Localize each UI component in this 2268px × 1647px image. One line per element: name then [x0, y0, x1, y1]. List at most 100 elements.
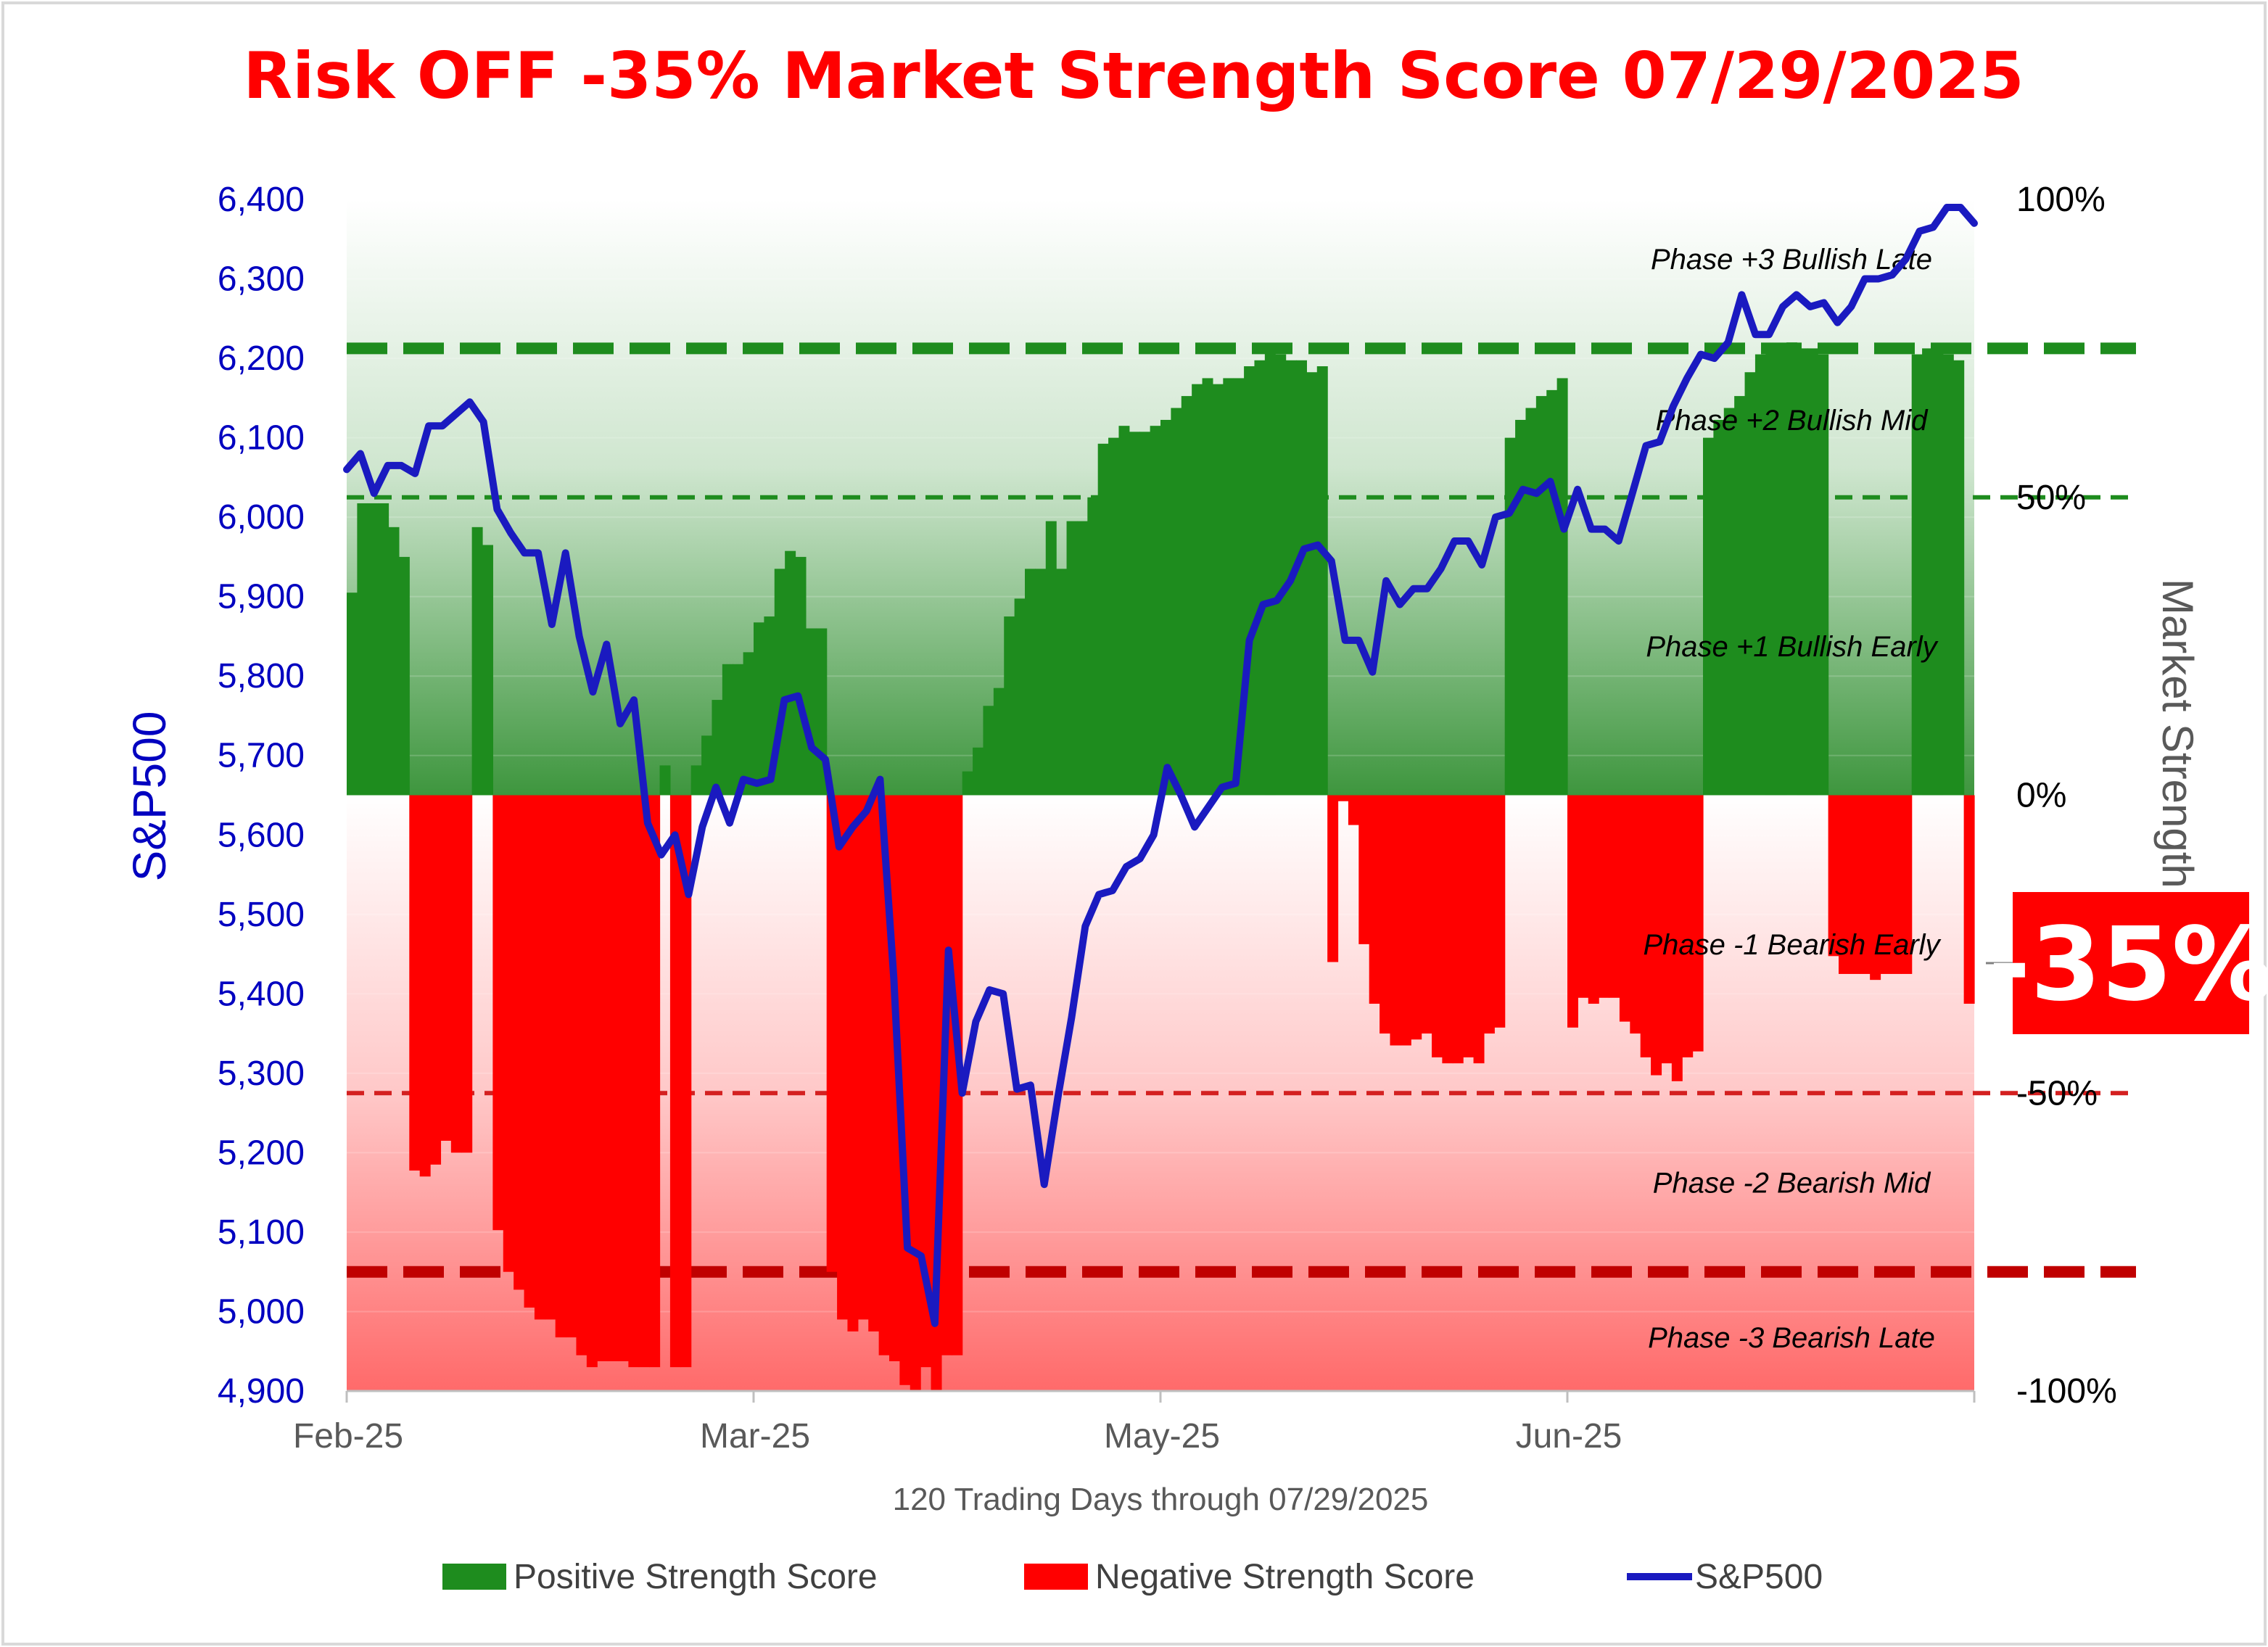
positive-strength-bar	[1202, 378, 1213, 796]
left-tick-label: 5,900	[218, 578, 305, 616]
left-tick-label: 5,300	[218, 1054, 305, 1093]
left-tick-label: 6,200	[218, 339, 305, 378]
negative-strength-bar	[597, 795, 609, 1361]
positive-strength-bar	[1066, 521, 1078, 796]
negative-strength-bar	[826, 795, 838, 1272]
negative-strength-bar	[1619, 795, 1630, 1022]
negative-strength-bar	[430, 795, 442, 1165]
negative-strength-bar	[628, 795, 640, 1368]
negative-strength-bar	[1651, 795, 1662, 1076]
positive-strength-bar	[805, 628, 817, 796]
positive-strength-bar	[1181, 396, 1192, 796]
positive-strength-bar	[743, 652, 754, 796]
legend-label-negative: Negative Strength Score	[1095, 1558, 1475, 1596]
current-score-badge: -35%	[1986, 892, 2268, 1034]
positive-strength-bar	[388, 527, 400, 796]
negative-strength-bar	[1463, 795, 1475, 1057]
right-tick-label: -100%	[2016, 1372, 2117, 1411]
negative-strength-bar	[607, 795, 619, 1361]
positive-strength-bar	[1556, 378, 1568, 796]
positive-strength-bar	[659, 765, 671, 796]
sp500-line	[343, 204, 1978, 1327]
negative-strength-bar	[566, 795, 577, 1338]
negative-strength-bar	[1358, 795, 1370, 944]
legend: Positive Strength Score Negative Strengt…	[442, 1558, 1823, 1596]
left-tick-label: 5,100	[218, 1213, 305, 1252]
left-tick-label: 5,600	[218, 816, 305, 854]
negative-strength-bar	[1859, 795, 1871, 974]
axes: 4,900 5,000 5,100 5,200 5,300 5,400 5,500 5,600…	[218, 181, 2117, 1456]
x-tick-label: Feb-25	[293, 1417, 403, 1456]
right-tick-label: -50%	[2016, 1074, 2098, 1113]
negative-strength-bar	[576, 795, 587, 1355]
negative-strength-bar	[409, 795, 421, 1171]
positive-strength-bar	[1953, 360, 1965, 796]
positive-strength-bar	[1818, 354, 1829, 796]
positive-strength-bar	[754, 622, 764, 796]
left-tick-label: 5,700	[218, 737, 305, 775]
negative-strength-bar	[1640, 795, 1651, 1057]
positive-strength-bar	[1223, 378, 1234, 796]
negative-strength-bar	[1380, 795, 1391, 1034]
positive-strength-bar	[712, 700, 723, 796]
negative-strength-bar	[1369, 795, 1380, 1004]
negative-strength-bar	[1828, 795, 1839, 957]
positive-strength-bar	[347, 593, 358, 796]
negative-strength-bar	[618, 795, 629, 1361]
negative-strength-bar	[1630, 795, 1641, 1034]
negative-strength-bar	[847, 795, 859, 1332]
phase-labels: Phase +3 Bullish Late Phase +2 Bullish Mi…	[1643, 244, 1942, 1354]
positive-strength-bar	[1160, 419, 1171, 796]
positive-strength-bar	[1108, 437, 1120, 796]
negative-strength-bar	[450, 795, 462, 1153]
left-tick-label: 5,200	[218, 1134, 305, 1172]
negative-strength-bar	[503, 795, 514, 1272]
positive-strength-bar	[1171, 408, 1182, 796]
positive-strength-bar	[1129, 432, 1140, 796]
positive-strength-bar	[1754, 354, 1766, 796]
negative-strength-bar	[1609, 795, 1620, 998]
positive-strength-bar	[378, 503, 389, 796]
negative-strength-bar	[680, 795, 692, 1368]
left-tick-label: 6,300	[218, 260, 305, 299]
positive-strength-bar	[1515, 419, 1527, 796]
negative-strength-bar	[1400, 795, 1411, 1046]
negative-strength-bar	[868, 795, 880, 1332]
negative-strength-bar	[586, 795, 598, 1368]
negative-strength-bar	[669, 795, 681, 1368]
positive-strength-bar	[1056, 569, 1068, 796]
x-tick-label: Mar-25	[700, 1417, 810, 1456]
negative-strength-bar	[1578, 795, 1589, 998]
positive-strength-bar	[471, 527, 483, 796]
phase-label: Phase +2 Bullish Mid	[1656, 405, 1929, 437]
positive-strength-bar	[482, 545, 493, 796]
negative-strength-bar	[514, 795, 525, 1290]
left-tick-label: 6,100	[218, 419, 305, 458]
positive-strength-bar	[1306, 372, 1318, 796]
positive-strength-bar	[733, 664, 744, 796]
positive-strength-bar	[1932, 348, 1944, 796]
negative-strength-bar	[1348, 795, 1359, 825]
negative-strength-bar	[555, 795, 566, 1338]
phase-label: Phase +3 Bullish Late	[1651, 244, 1932, 276]
negative-strength-bar	[1442, 795, 1453, 1064]
positive-strength-bar	[357, 503, 368, 796]
positive-strength-bar	[701, 735, 713, 796]
negative-strength-bar	[534, 795, 545, 1320]
negative-strength-bar	[1671, 795, 1683, 1081]
positive-strength-bar	[1150, 426, 1161, 796]
legend-swatch-negative	[1024, 1564, 1088, 1590]
negative-strength-bar	[1901, 795, 1913, 974]
left-tick-label: 5,400	[218, 975, 305, 1013]
strength-score-bars	[347, 342, 1975, 1391]
negative-strength-bar	[461, 795, 473, 1153]
positive-strength-bar	[398, 556, 410, 796]
chart-title: Risk OFF -35% Market Strength Score 07/2…	[243, 38, 2024, 113]
negative-strength-bar	[1682, 795, 1694, 1057]
positive-strength-bar	[973, 747, 984, 796]
positive-strength-bar	[1807, 348, 1818, 796]
positive-strength-bar	[785, 550, 796, 796]
positive-strength-bar	[1316, 366, 1328, 796]
negative-strength-bar	[1849, 795, 1860, 974]
